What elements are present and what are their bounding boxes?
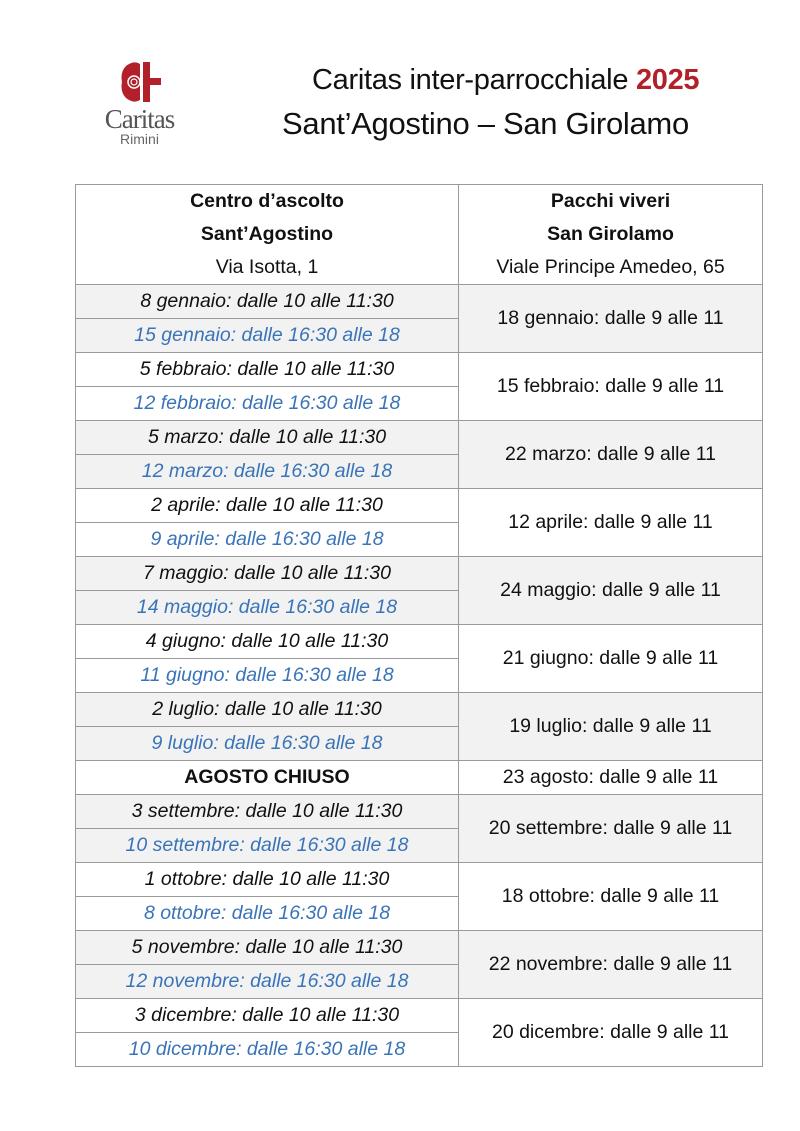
table-row: 10 dicembre: dalle 16:30 alle 18 bbox=[75, 1032, 763, 1067]
table-row: 9 luglio: dalle 16:30 alle 18 bbox=[75, 726, 763, 761]
schedule-table: Centro d’ascolto Pacchi viveri Sant’Agos… bbox=[75, 184, 763, 1067]
pacchi-cell: 20 settembre: dalle 9 alle 11 bbox=[458, 794, 763, 863]
morning-cell: 3 settembre: dalle 10 alle 11:30 bbox=[75, 794, 459, 829]
pacchi-cell: 24 maggio: dalle 9 alle 11 bbox=[458, 556, 763, 625]
table-row: 2 aprile: dalle 10 alle 11:30 12 aprile:… bbox=[75, 488, 763, 557]
afternoon-cell: 12 marzo: dalle 16:30 alle 18 bbox=[75, 454, 459, 489]
table-row: 1 ottobre: dalle 10 alle 11:30 18 ottobr… bbox=[75, 862, 763, 931]
morning-cell: 5 novembre: dalle 10 alle 11:30 bbox=[75, 930, 459, 965]
logo-name: Caritas bbox=[104, 104, 175, 134]
logo-city: Rimini bbox=[120, 131, 159, 147]
afternoon-cell: 10 dicembre: dalle 16:30 alle 18 bbox=[75, 1032, 459, 1067]
closed-cell: AGOSTO CHIUSO bbox=[75, 760, 459, 795]
pacchi-cell: 22 marzo: dalle 9 alle 11 bbox=[458, 420, 763, 489]
pacchi-cell: 21 giugno: dalle 9 alle 11 bbox=[458, 624, 763, 693]
morning-cell: 5 marzo: dalle 10 alle 11:30 bbox=[75, 420, 459, 455]
title-main: Caritas inter-parrocchiale bbox=[312, 64, 629, 96]
page-title: Caritas inter-parrocchiale 2025 bbox=[312, 64, 700, 97]
morning-cell: 4 giugno: dalle 10 alle 11:30 bbox=[75, 624, 459, 659]
caritas-cross-icon bbox=[121, 62, 161, 102]
table-row: 5 marzo: dalle 10 alle 11:30 22 marzo: d… bbox=[75, 420, 763, 489]
left-header-address: Via Isotta, 1 bbox=[75, 251, 459, 285]
afternoon-cell: 12 febbraio: dalle 16:30 alle 18 bbox=[75, 386, 459, 421]
right-header-address: Viale Principe Amedeo, 65 bbox=[458, 251, 763, 285]
morning-cell: 7 maggio: dalle 10 alle 11:30 bbox=[75, 556, 459, 591]
table-row: 11 giugno: dalle 16:30 alle 18 bbox=[75, 658, 763, 693]
afternoon-cell: 8 ottobre: dalle 16:30 alle 18 bbox=[75, 896, 459, 931]
afternoon-cell: 9 aprile: dalle 16:30 alle 18 bbox=[75, 522, 459, 557]
pacchi-cell: 12 aprile: dalle 9 alle 11 bbox=[458, 488, 763, 557]
table-row: 9 aprile: dalle 16:30 alle 18 bbox=[75, 522, 763, 557]
right-header-line1: Pacchi viveri bbox=[458, 184, 763, 218]
table-row: 12 novembre: dalle 16:30 alle 18 bbox=[75, 964, 763, 999]
table-row: 14 maggio: dalle 16:30 alle 18 bbox=[75, 590, 763, 625]
morning-cell: 5 febbraio: dalle 10 alle 11:30 bbox=[75, 352, 459, 387]
morning-cell: 1 ottobre: dalle 10 alle 11:30 bbox=[75, 862, 459, 897]
right-header-line2: San Girolamo bbox=[458, 218, 763, 251]
caritas-logo: Caritas Rimini bbox=[92, 58, 187, 150]
afternoon-cell: 9 luglio: dalle 16:30 alle 18 bbox=[75, 726, 459, 761]
morning-cell: 2 luglio: dalle 10 alle 11:30 bbox=[75, 692, 459, 727]
left-header-line1: Centro d’ascolto bbox=[75, 184, 459, 218]
table-row: 10 settembre: dalle 16:30 alle 18 bbox=[75, 828, 763, 863]
pacchi-cell: 18 ottobre: dalle 9 alle 11 bbox=[458, 862, 763, 931]
table-row: 8 gennaio: dalle 10 alle 11:30 18 gennai… bbox=[75, 284, 763, 353]
page-subtitle: Sant’Agostino – San Girolamo bbox=[282, 106, 689, 141]
pacchi-cell: 15 febbraio: dalle 9 alle 11 bbox=[458, 352, 763, 421]
table-row: 3 settembre: dalle 10 alle 11:30 20 sett… bbox=[75, 794, 763, 863]
morning-cell: 8 gennaio: dalle 10 alle 11:30 bbox=[75, 284, 459, 319]
afternoon-cell: 14 maggio: dalle 16:30 alle 18 bbox=[75, 590, 459, 625]
pacchi-cell: 19 luglio: dalle 9 alle 11 bbox=[458, 692, 763, 761]
afternoon-cell: 11 giugno: dalle 16:30 alle 18 bbox=[75, 658, 459, 693]
afternoon-cell: 10 settembre: dalle 16:30 alle 18 bbox=[75, 828, 459, 863]
title-year: 2025 bbox=[635, 64, 700, 96]
table-row: 5 novembre: dalle 10 alle 11:30 22 novem… bbox=[75, 930, 763, 999]
pacchi-cell: 22 novembre: dalle 9 alle 11 bbox=[458, 930, 763, 999]
table-row: 7 maggio: dalle 10 alle 11:30 24 maggio:… bbox=[75, 556, 763, 625]
pacchi-cell: 18 gennaio: dalle 9 alle 11 bbox=[458, 284, 763, 353]
table-row: 2 luglio: dalle 10 alle 11:30 19 luglio:… bbox=[75, 692, 763, 761]
table-row: 5 febbraio: dalle 10 alle 11:30 15 febbr… bbox=[75, 352, 763, 421]
afternoon-cell: 15 gennaio: dalle 16:30 alle 18 bbox=[75, 318, 459, 353]
table-row: 3 dicembre: dalle 10 alle 11:30 20 dicem… bbox=[75, 998, 763, 1067]
afternoon-cell: 12 novembre: dalle 16:30 alle 18 bbox=[75, 964, 459, 999]
table-row: AGOSTO CHIUSO 23 agosto: dalle 9 alle 11 bbox=[75, 760, 763, 795]
table-row: 4 giugno: dalle 10 alle 11:30 21 giugno:… bbox=[75, 624, 763, 693]
table-row: 8 ottobre: dalle 16:30 alle 18 bbox=[75, 896, 763, 931]
pacchi-cell: 20 dicembre: dalle 9 alle 11 bbox=[458, 998, 763, 1067]
pacchi-cell: 23 agosto: dalle 9 alle 11 bbox=[458, 760, 763, 795]
morning-cell: 2 aprile: dalle 10 alle 11:30 bbox=[75, 488, 459, 523]
morning-cell: 3 dicembre: dalle 10 alle 11:30 bbox=[75, 998, 459, 1033]
table-row: 15 gennaio: dalle 16:30 alle 18 bbox=[75, 318, 763, 353]
left-header-line2: Sant’Agostino bbox=[75, 218, 459, 251]
